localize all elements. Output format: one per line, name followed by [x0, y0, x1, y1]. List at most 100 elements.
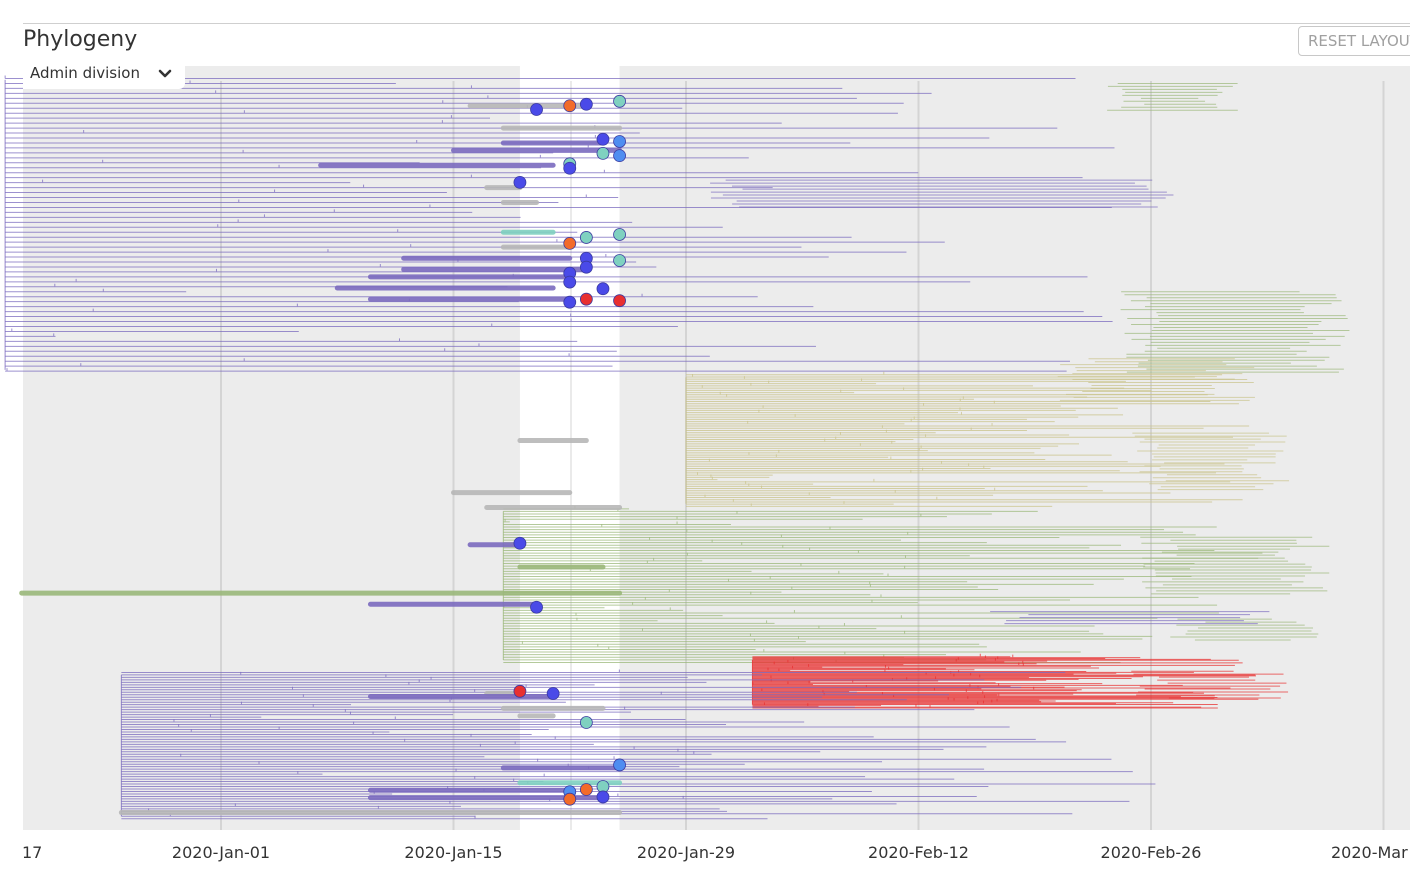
- branch: [686, 429, 936, 434]
- branch: [686, 371, 1223, 376]
- branch: [121, 728, 390, 733]
- branch: [121, 699, 566, 703]
- tip-marker-20[interactable]: [579, 292, 593, 306]
- tip-marker-11[interactable]: [613, 228, 626, 241]
- branch: [5, 249, 907, 253]
- tip-marker-5[interactable]: [613, 135, 626, 148]
- tip-marker-4[interactable]: [596, 132, 610, 146]
- branch: [503, 625, 877, 630]
- tip-marker-9[interactable]: [563, 161, 577, 175]
- branch: [503, 542, 1122, 546]
- branch: [121, 691, 950, 696]
- branch: [121, 719, 805, 723]
- branch: [686, 485, 985, 490]
- x-tick-label: 17: [22, 843, 43, 862]
- branch: [686, 474, 770, 478]
- branch: [503, 623, 1095, 627]
- branch: [686, 387, 1152, 391]
- tip-marker-12[interactable]: [579, 231, 593, 244]
- branch: [503, 529, 1184, 533]
- tip-marker-15[interactable]: [613, 254, 626, 267]
- tip-marker-1[interactable]: [579, 97, 593, 111]
- branch: [686, 396, 974, 400]
- branch: [752, 672, 1256, 677]
- branch: [121, 733, 874, 738]
- branch: [5, 189, 447, 194]
- branch: [686, 400, 1239, 405]
- branch: [752, 673, 1143, 678]
- reset-layout-button[interactable]: RESET LAYOUT: [1298, 26, 1410, 56]
- branch: [503, 583, 978, 588]
- branch: [5, 130, 640, 134]
- tip-marker-10[interactable]: [513, 175, 527, 189]
- branch: [121, 676, 985, 681]
- tip-marker-24[interactable]: [530, 600, 543, 614]
- tip-marker-2[interactable]: [563, 99, 577, 113]
- tip-marker-0[interactable]: [613, 94, 626, 108]
- branch: [752, 665, 1100, 669]
- branch: [121, 681, 595, 686]
- branch: [5, 194, 619, 199]
- branch: [503, 537, 901, 541]
- branch: [686, 418, 1055, 423]
- branch: [121, 721, 727, 726]
- branch: [121, 753, 485, 758]
- branch: [503, 534, 1060, 538]
- branch: [686, 501, 894, 505]
- branch: [503, 641, 980, 645]
- branch: [121, 706, 975, 711]
- branch: [686, 476, 718, 481]
- branch: [752, 700, 1116, 705]
- branch: [5, 120, 782, 124]
- branch: [752, 682, 1183, 686]
- x-tick-label: 2020-Jan-29: [636, 843, 736, 862]
- branch: [121, 773, 866, 778]
- branch: [5, 169, 919, 174]
- branch: [752, 693, 1181, 698]
- branch: [5, 348, 617, 352]
- tip-marker-33[interactable]: [563, 792, 577, 806]
- branch: [121, 714, 262, 718]
- tip-marker-3[interactable]: [530, 103, 543, 116]
- branch: [686, 443, 1059, 447]
- tip-marker-22[interactable]: [563, 295, 577, 309]
- branch: [686, 496, 1243, 501]
- branch: [5, 214, 521, 218]
- tip-marker-26[interactable]: [546, 687, 560, 700]
- tip-marker-6[interactable]: [596, 146, 610, 160]
- tip-marker-25[interactable]: [513, 684, 527, 698]
- color-by-dropdown[interactable]: Admin division: [23, 62, 185, 89]
- branch: [686, 494, 831, 498]
- branch: [752, 698, 1056, 702]
- branch: [5, 293, 758, 298]
- tip-marker-13[interactable]: [563, 236, 577, 250]
- tip-marker-7[interactable]: [613, 149, 626, 163]
- branch: [752, 675, 1132, 679]
- tip-marker-27[interactable]: [579, 716, 593, 729]
- branch: [503, 630, 1104, 635]
- branch: [121, 756, 1112, 760]
- branch: [5, 353, 710, 357]
- branch: [752, 680, 1103, 685]
- chevron-down-icon: [158, 69, 172, 78]
- tip-marker-19[interactable]: [596, 282, 610, 296]
- color-by-label: Admin division: [30, 64, 140, 82]
- tip-marker-28[interactable]: [613, 758, 626, 772]
- branch: [503, 581, 1094, 585]
- tip-marker-16[interactable]: [579, 260, 593, 274]
- tip-marker-23[interactable]: [513, 536, 527, 550]
- branch: [752, 703, 819, 707]
- branch: [503, 511, 992, 515]
- branch: [686, 385, 1125, 389]
- tip-marker-21[interactable]: [613, 294, 626, 308]
- branch: [686, 487, 1103, 492]
- branch: [5, 244, 802, 248]
- branch: [752, 658, 1005, 663]
- tip-marker-30[interactable]: [579, 783, 593, 796]
- tip-marker-18[interactable]: [563, 275, 577, 289]
- branch: [686, 463, 1161, 467]
- branch: [121, 758, 883, 763]
- tip-marker-32[interactable]: [596, 790, 610, 804]
- branch: [503, 599, 918, 604]
